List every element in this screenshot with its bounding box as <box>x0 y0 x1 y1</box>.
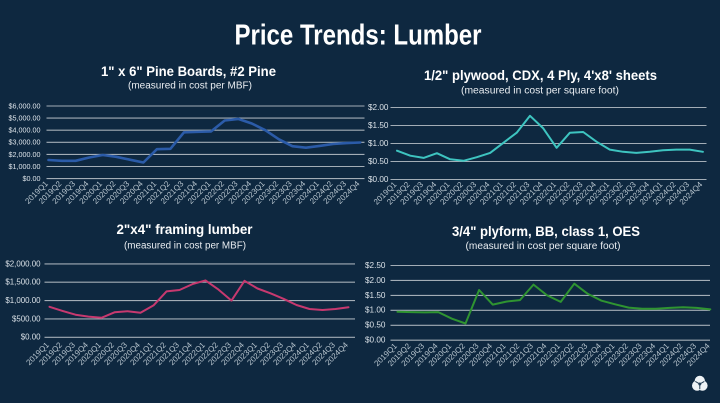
svg-text:$1,000.00: $1,000.00 <box>5 296 41 305</box>
svg-text:$0.50: $0.50 <box>365 321 386 330</box>
svg-text:$1,500.00: $1,500.00 <box>5 278 41 287</box>
svg-text:$0.50: $0.50 <box>368 157 389 166</box>
svg-text:$1,000.00: $1,000.00 <box>9 162 41 171</box>
svg-text:$2.00: $2.00 <box>365 276 386 285</box>
svg-text:$0.00: $0.00 <box>23 174 41 183</box>
svg-text:Price Trends: Lumber: Price Trends: Lumber <box>235 20 482 52</box>
svg-text:$0.00: $0.00 <box>21 333 41 342</box>
svg-text:$5,000.00: $5,000.00 <box>9 114 41 123</box>
svg-text:1/2" plywood, CDX, 4 Ply, 4'x8: 1/2" plywood, CDX, 4 Ply, 4'x8' sheets <box>424 67 657 83</box>
svg-text:$2.00: $2.00 <box>368 103 389 112</box>
svg-text:(measured in cost per MBF): (measured in cost per MBF) <box>124 241 246 252</box>
svg-text:$0.00: $0.00 <box>365 336 386 345</box>
svg-text:$6,000.00: $6,000.00 <box>9 101 41 110</box>
svg-text:$1.50: $1.50 <box>368 121 389 130</box>
svg-text:1" x 6" Pine Boards, #2 Pine: 1" x 6" Pine Boards, #2 Pine <box>101 63 276 79</box>
svg-text:$500.00: $500.00 <box>12 314 41 323</box>
svg-text:$2.50: $2.50 <box>365 261 386 270</box>
svg-text:(measured in cost per square f: (measured in cost per square foot) <box>461 86 619 97</box>
svg-text:$4,000.00: $4,000.00 <box>9 126 41 135</box>
svg-text:(measured in cost per square f: (measured in cost per square foot) <box>466 241 621 252</box>
svg-text:$3,000.00: $3,000.00 <box>9 138 41 147</box>
svg-text:$2,000.00: $2,000.00 <box>5 259 41 268</box>
svg-text:2"x4" framing lumber: 2"x4" framing lumber <box>117 221 254 237</box>
svg-text:(measured in cost per MBF): (measured in cost per MBF) <box>128 81 252 92</box>
svg-text:$2,000.00: $2,000.00 <box>9 150 41 159</box>
svg-text:$1.50: $1.50 <box>365 291 386 300</box>
svg-text:$0.00: $0.00 <box>368 175 389 184</box>
svg-text:$1.00: $1.00 <box>368 139 389 148</box>
svg-text:3/4" plyform, BB, class 1, OES: 3/4" plyform, BB, class 1, OES <box>452 223 640 239</box>
svg-text:$1.00: $1.00 <box>365 306 386 315</box>
